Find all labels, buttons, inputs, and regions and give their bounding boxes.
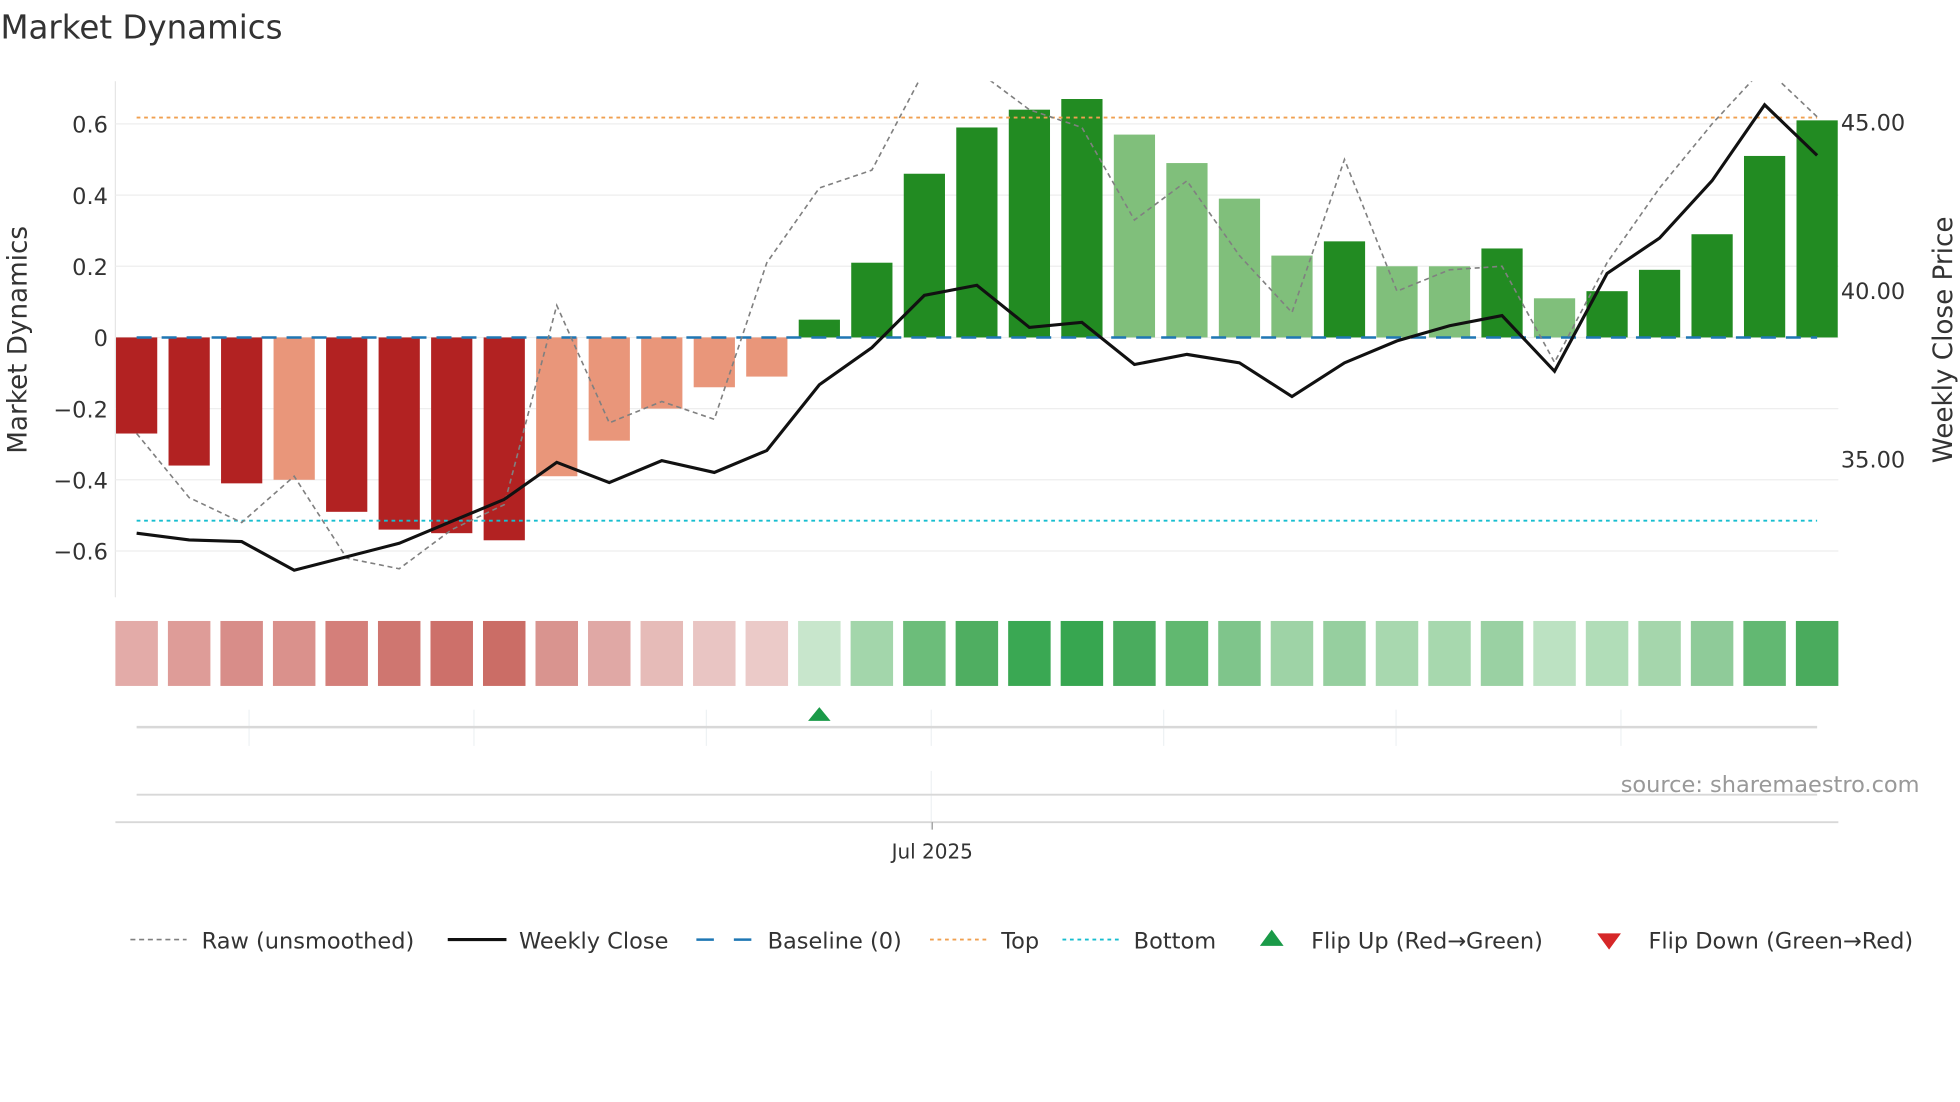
strip-cell bbox=[1218, 620, 1261, 686]
weekly-close-line bbox=[136, 102, 1819, 572]
y-tick-label: 0.6 bbox=[72, 113, 108, 139]
y2-tick-label: 40.00 bbox=[1841, 279, 1905, 305]
bar bbox=[1638, 269, 1681, 338]
legend-label: Weekly Close bbox=[519, 928, 668, 954]
legend-label: Bottom bbox=[1134, 928, 1216, 954]
y-tick-label: −0.4 bbox=[53, 469, 108, 495]
strip-cell bbox=[272, 620, 316, 686]
bar bbox=[851, 262, 893, 338]
strip-cell bbox=[1533, 620, 1576, 686]
bar bbox=[641, 337, 683, 409]
strip-cell bbox=[588, 620, 631, 686]
strip-cell bbox=[1113, 620, 1156, 686]
strip-cell bbox=[1060, 620, 1104, 686]
legend-flip-up-icon bbox=[1259, 929, 1284, 946]
bar bbox=[1376, 266, 1418, 338]
bar bbox=[483, 337, 525, 541]
flip-up-marker bbox=[808, 707, 831, 721]
strip-cell bbox=[1795, 620, 1839, 686]
bar bbox=[798, 319, 840, 338]
strip-cell bbox=[693, 620, 736, 686]
x-tick-label: Jul 2025 bbox=[890, 839, 973, 863]
strip-cell bbox=[903, 620, 946, 686]
strip-cell bbox=[1690, 620, 1734, 686]
y2-tick-label: 35.00 bbox=[1841, 448, 1905, 474]
y-tick-label: 0 bbox=[94, 326, 108, 352]
bar bbox=[1166, 163, 1208, 338]
bar bbox=[1691, 234, 1733, 338]
legend-flip-down-icon bbox=[1597, 933, 1621, 950]
bar bbox=[1533, 298, 1576, 338]
strip-cell bbox=[325, 620, 368, 686]
bar bbox=[956, 127, 998, 338]
bar bbox=[1743, 155, 1786, 338]
y2-tick-label: 45.00 bbox=[1841, 110, 1905, 136]
strip-cell bbox=[535, 620, 578, 686]
strip-cell bbox=[1585, 620, 1629, 686]
strip-cell bbox=[850, 620, 894, 686]
legend-label: Flip Down (Green→Red) bbox=[1648, 928, 1913, 954]
bar bbox=[116, 337, 158, 434]
y-tick-label: −0.6 bbox=[53, 540, 108, 566]
strip-cell bbox=[1375, 620, 1419, 686]
strip-cell bbox=[640, 620, 684, 686]
strip-cell bbox=[1008, 620, 1051, 686]
y-axis-label: Market Dynamics bbox=[4, 226, 34, 454]
bar bbox=[221, 337, 263, 484]
bar bbox=[536, 337, 578, 477]
bar bbox=[326, 337, 368, 512]
strip-cell bbox=[1428, 620, 1471, 686]
bar bbox=[1323, 241, 1366, 338]
bar bbox=[1218, 198, 1261, 338]
y-tick-label: 0.4 bbox=[72, 184, 108, 210]
bar bbox=[693, 337, 735, 388]
strip-cell bbox=[115, 620, 158, 686]
strip-cell bbox=[377, 620, 421, 686]
bar bbox=[1061, 99, 1103, 338]
strip-cell bbox=[1165, 620, 1209, 686]
y-tick-label: −0.2 bbox=[53, 397, 108, 423]
strip-cell bbox=[1270, 620, 1314, 686]
strip-cell bbox=[482, 620, 526, 686]
strip-cell bbox=[167, 620, 211, 686]
legend-label: Top bbox=[1000, 928, 1039, 954]
strip-cell bbox=[430, 620, 473, 686]
strip-cell bbox=[1638, 620, 1681, 686]
bar bbox=[168, 337, 210, 466]
strip-cell bbox=[1480, 620, 1524, 686]
bar bbox=[1796, 120, 1838, 338]
legend-label: Flip Up (Red→Green) bbox=[1311, 928, 1543, 954]
bar bbox=[273, 337, 315, 480]
strip-cell bbox=[1323, 620, 1366, 686]
y2-axis-label: Weekly Close Price bbox=[1929, 217, 1959, 464]
strip-cell bbox=[1743, 620, 1786, 686]
bar bbox=[1008, 109, 1051, 338]
bar bbox=[903, 173, 945, 338]
bar bbox=[1481, 248, 1523, 338]
legend-label: Raw (unsmoothed) bbox=[202, 928, 415, 954]
bar bbox=[746, 337, 788, 377]
raw-line bbox=[136, 81, 1818, 570]
strip-cell bbox=[955, 620, 999, 686]
legend-label: Baseline (0) bbox=[768, 928, 902, 954]
strip-cell bbox=[220, 620, 263, 686]
bar bbox=[588, 337, 630, 441]
chart-title: Market Dynamics bbox=[0, 9, 282, 47]
bar bbox=[378, 337, 420, 530]
strip-cell bbox=[745, 620, 789, 686]
strip-cell bbox=[798, 620, 841, 686]
bar bbox=[431, 337, 473, 534]
bar bbox=[1113, 134, 1156, 338]
y-tick-label: 0.2 bbox=[72, 255, 108, 281]
